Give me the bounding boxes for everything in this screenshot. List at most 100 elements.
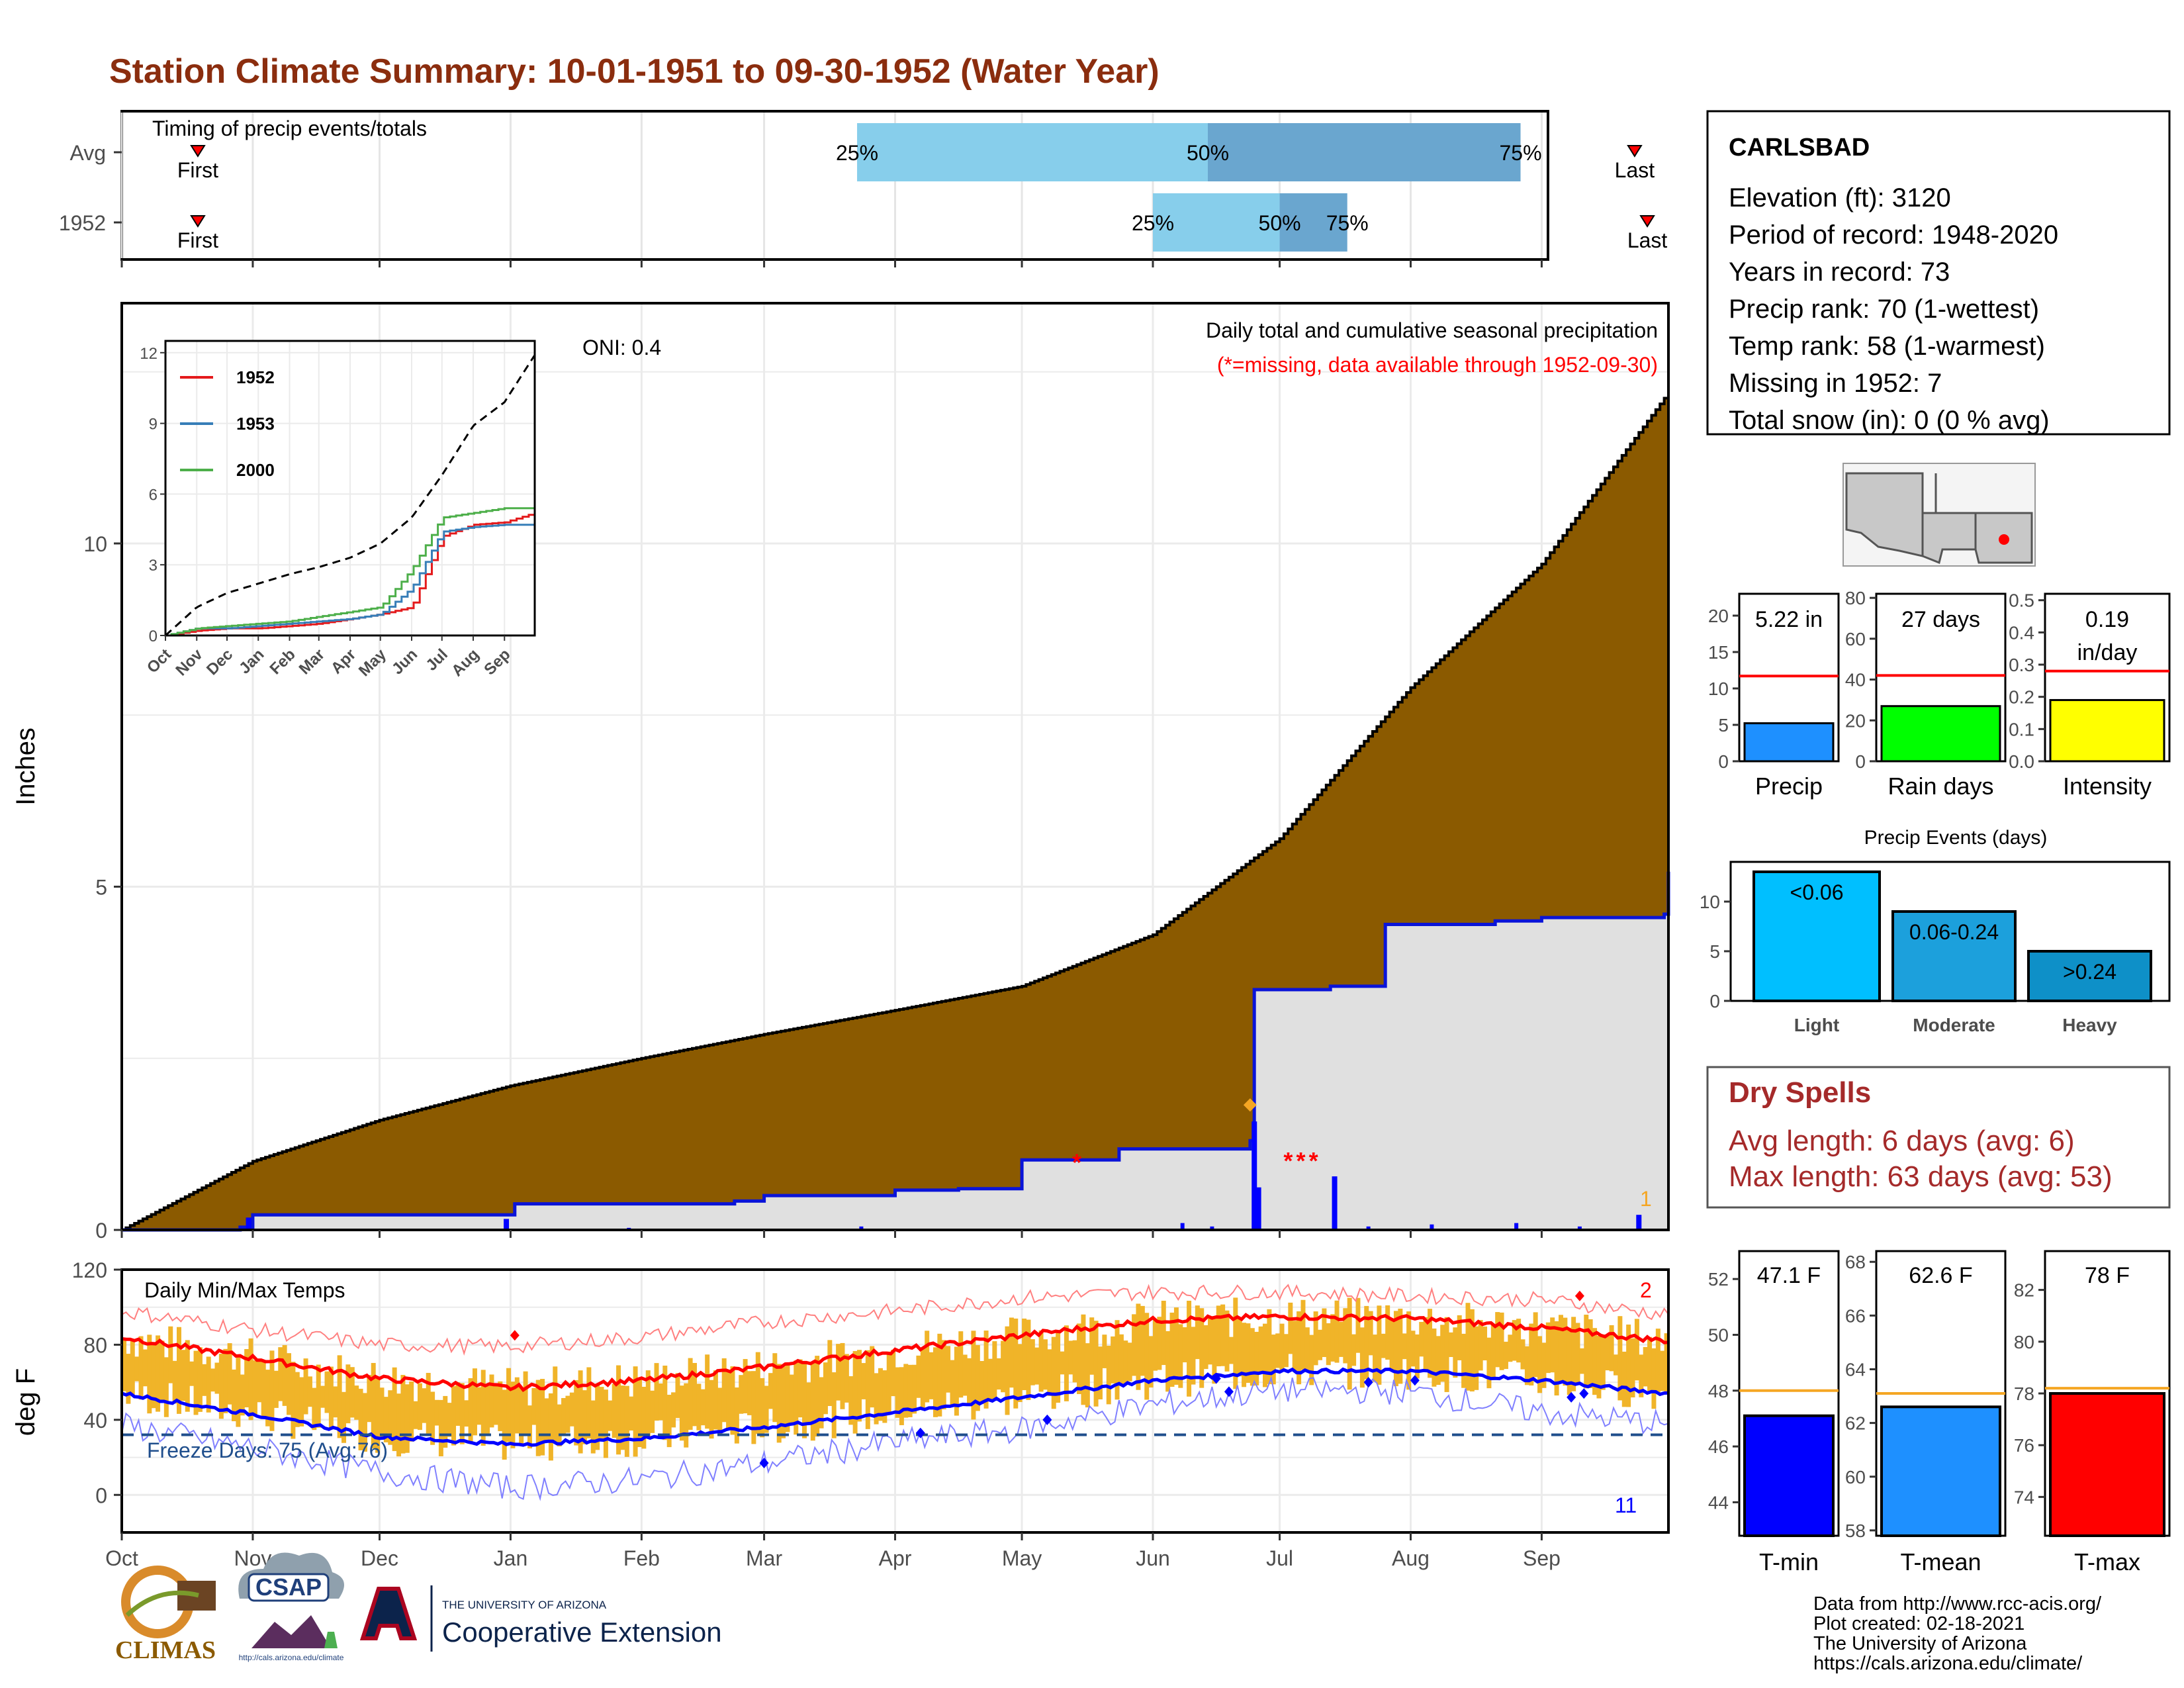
csap-logo: CSAP http://cals.arizona.edu/climate [238,1552,344,1662]
daily-temp-bar [1292,1321,1297,1372]
daily-temp-bar [565,1395,570,1433]
summary-value-bar [2049,699,2165,763]
daily-temp-bar [396,1393,402,1457]
daily-temp-bar [265,1370,271,1427]
inset-ytick-label: 3 [149,557,158,575]
daily-temp-bar [553,1366,558,1442]
daily-temp-bar [633,1366,638,1457]
first-event-marker [190,215,206,228]
daily-temp-bar [1440,1325,1445,1382]
daily-temp-bar [227,1343,232,1405]
event-category-label: Light [1794,1015,1839,1035]
daily-temp-bar [620,1385,625,1450]
daily-precip-bar [1180,1223,1185,1230]
daily-temp-bar [1651,1348,1657,1409]
temp-summary-ytick-label: 68 [1845,1252,1866,1272]
daily-temp-bar [1182,1327,1187,1363]
daily-temp-bar [865,1350,870,1429]
daily-temp-bar [886,1351,891,1413]
record-low-marker [1567,1391,1576,1403]
daily-temp-bar [1575,1323,1580,1383]
daily-temp-bar [177,1327,181,1414]
daily-temp-bar [1533,1312,1538,1378]
daily-temp-bar [485,1386,490,1436]
summary-ytick-label: 0.2 [2009,687,2034,708]
daily-temp-bar [303,1358,308,1415]
daily-temp-bar [987,1358,993,1402]
daily-temp-bar [569,1392,574,1427]
daily-temp-bar [341,1391,347,1443]
daily-temp-bar [688,1358,693,1430]
temp-ytick-label: 80 [83,1333,107,1357]
daily-temp-bar [1322,1308,1327,1358]
first-label: First [177,228,218,252]
missing-marker: * [1309,1147,1318,1174]
daily-temp-bar [1334,1300,1340,1363]
daily-temp-bar [142,1349,148,1387]
climas-logo: CLIMAS [115,1566,216,1664]
record-precip-marker [1243,1098,1257,1112]
daily-temp-bar [1432,1328,1437,1387]
inset-ytick-label: 9 [149,416,158,434]
daily-temp-bar [734,1387,739,1444]
daily-temp-bar [1643,1346,1648,1387]
daily-temp-bar [1398,1308,1403,1384]
daily-temp-bar [1267,1309,1272,1384]
daily-temp-bar [920,1348,925,1409]
record-low-line [121,1376,1669,1501]
daily-temp-bar [1351,1334,1357,1366]
daily-temp-bar [958,1331,964,1398]
daily-temp-bar [1258,1326,1263,1374]
month-label: May [1002,1546,1042,1570]
daily-temp-bar [535,1380,541,1456]
daily-temp-bar [312,1387,317,1430]
daily-temp-bar [269,1350,275,1431]
precip-missing-note: (*=missing, data available through 1952-… [1217,353,1658,377]
event-bar-label: <0.06 [1790,880,1844,904]
daily-temp-bar [282,1344,287,1406]
daily-temp-bar [1347,1297,1352,1390]
timing-p25-label: 25% [1132,211,1174,235]
avg-max-line [121,1312,1669,1393]
temp-record-markers [510,1290,1589,1469]
daily-temp-bar [882,1370,887,1423]
avg-min-line [121,1367,1669,1447]
daily-temp-bar [1474,1326,1479,1390]
daily-temp-bar [582,1390,587,1444]
daily-temp-bar [946,1346,951,1393]
daily-temp-bar [510,1382,516,1448]
daily-temp-bar [637,1379,642,1448]
daily-temp-bar [1330,1314,1336,1362]
summary-value-label: 5.22 in [1755,607,1823,632]
daily-temp-bar [1288,1302,1293,1354]
daily-temp-bar [675,1373,680,1419]
daily-temp-bar [1389,1319,1394,1370]
dry-spells-avg: Avg length: 6 days (avg: 6) [1729,1125,2075,1157]
daily-temp-bar [1385,1305,1390,1360]
daily-precip-bar [1577,1226,1582,1230]
temp-summary-ytick-label: 50 [1708,1325,1729,1345]
daily-temp-bar [1127,1342,1132,1382]
dry-spells-max: Max length: 63 days (avg: 53) [1729,1160,2113,1193]
precip-events-chart: Precip Events (days) <0.06 Light 0.06-0.24… [1700,827,2171,1035]
daily-temp-bar [557,1404,562,1446]
daily-temp-bar [574,1380,579,1446]
daily-temp-bar [1592,1328,1598,1395]
dry-spells-box: Dry Spells Avg length: 6 days (avg: 6) M… [1706,1066,2171,1209]
daily-temp-bar [1173,1307,1179,1385]
daily-temp-bar [755,1352,760,1434]
daily-temp-bar [1009,1317,1014,1388]
ua-big-text: Cooperative Extension [442,1617,722,1648]
daily-temp-bar [1355,1297,1361,1353]
event-bar-label: >0.24 [2063,960,2116,984]
daily-temp-bar [844,1354,849,1403]
daily-temp-bar [134,1356,140,1382]
precip-ytick-label: 10 [83,532,107,556]
daily-temp-bar [1250,1328,1255,1386]
daily-temp-bar [1402,1333,1407,1360]
timing-bar-lower [1153,193,1280,252]
daily-temp-bar [1123,1340,1128,1385]
daily-temp-bar [586,1367,592,1438]
daily-temp-bar [1279,1323,1285,1371]
daily-temp-bar [472,1368,477,1436]
